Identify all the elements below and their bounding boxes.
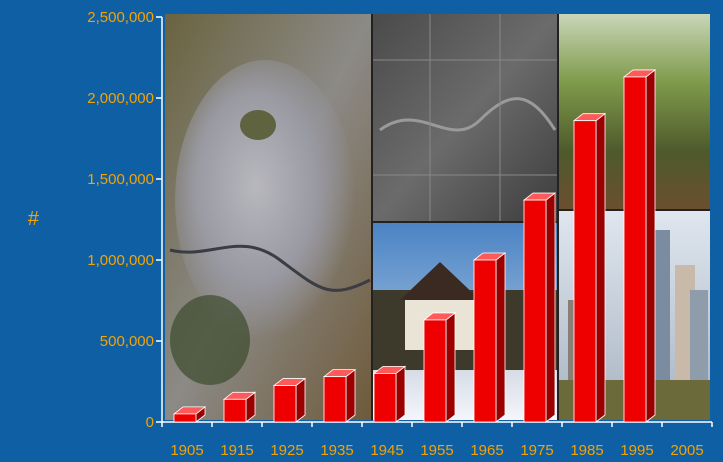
bars-group [172,69,657,423]
bar-1905 [172,406,207,423]
bar-1985 [572,112,607,423]
y-tick-label: 1,000,000 [87,252,154,269]
satellite-river [169,244,371,292]
bar-front [323,376,347,423]
y-tick-label: 2,000,000 [87,90,154,107]
bar-side [445,312,456,423]
x-tick-label: 1925 [270,442,303,459]
y-tick-label: 500,000 [100,333,154,350]
bar-side [345,368,356,423]
y-tick-label: 1,500,000 [87,171,154,188]
x-axis-ticks: 1905 1915 1925 1935 1945 1955 1965 1975 1985 1995… [161,422,713,459]
y-axis-ticks: 0 500,000 1,000,000 1,500,000 2,000,000 2,500… [87,9,162,431]
x-tick-label: 1975 [520,442,553,459]
bar-side [545,192,556,423]
collage-tile-borders [371,14,710,420]
aerial-river [379,97,557,132]
bar-front [623,76,647,423]
skyline-tower-2 [652,230,670,420]
bar-front [273,385,297,423]
y-tick-label: 0 [146,414,154,431]
house-roof [400,262,480,300]
satellite-city-area [175,60,355,340]
bar-1945 [372,365,407,423]
x-tick-label: 1985 [570,442,603,459]
aerial-roads [372,14,558,222]
bar-1995 [622,69,657,423]
x-tick-label: 2005 [670,442,703,459]
bar-side [295,377,306,423]
bar-1935 [322,368,357,423]
x-tick-label: 1955 [420,442,453,459]
satellite-dark-patch [170,295,250,385]
x-tick-label: 1965 [470,442,503,459]
bar-1915 [222,391,257,423]
aerial-photo [372,14,558,222]
x-tick-label: 1945 [370,442,403,459]
bar-side [395,365,406,423]
x-tick-label: 1995 [620,442,653,459]
bar-1955 [422,312,457,423]
bar-front [223,398,247,423]
x-tick-label: 1935 [320,442,353,459]
bar-side [645,69,656,423]
bar-front [173,413,197,423]
y-axis-title: # [27,208,39,230]
bar-front [373,372,397,423]
bar-front [473,259,497,423]
bar-front [423,319,447,423]
bar-side [595,112,606,423]
bar-1965 [472,252,507,423]
y-tick-label: 2,500,000 [87,9,154,26]
bar-1975 [522,192,557,423]
x-tick-label: 1915 [220,442,253,459]
bar-front [523,199,547,423]
bar-front [573,120,597,423]
bar-1925 [272,377,307,423]
bar-side [495,252,506,423]
satellite-lake [240,110,276,140]
x-tick-label: 1905 [170,442,203,459]
